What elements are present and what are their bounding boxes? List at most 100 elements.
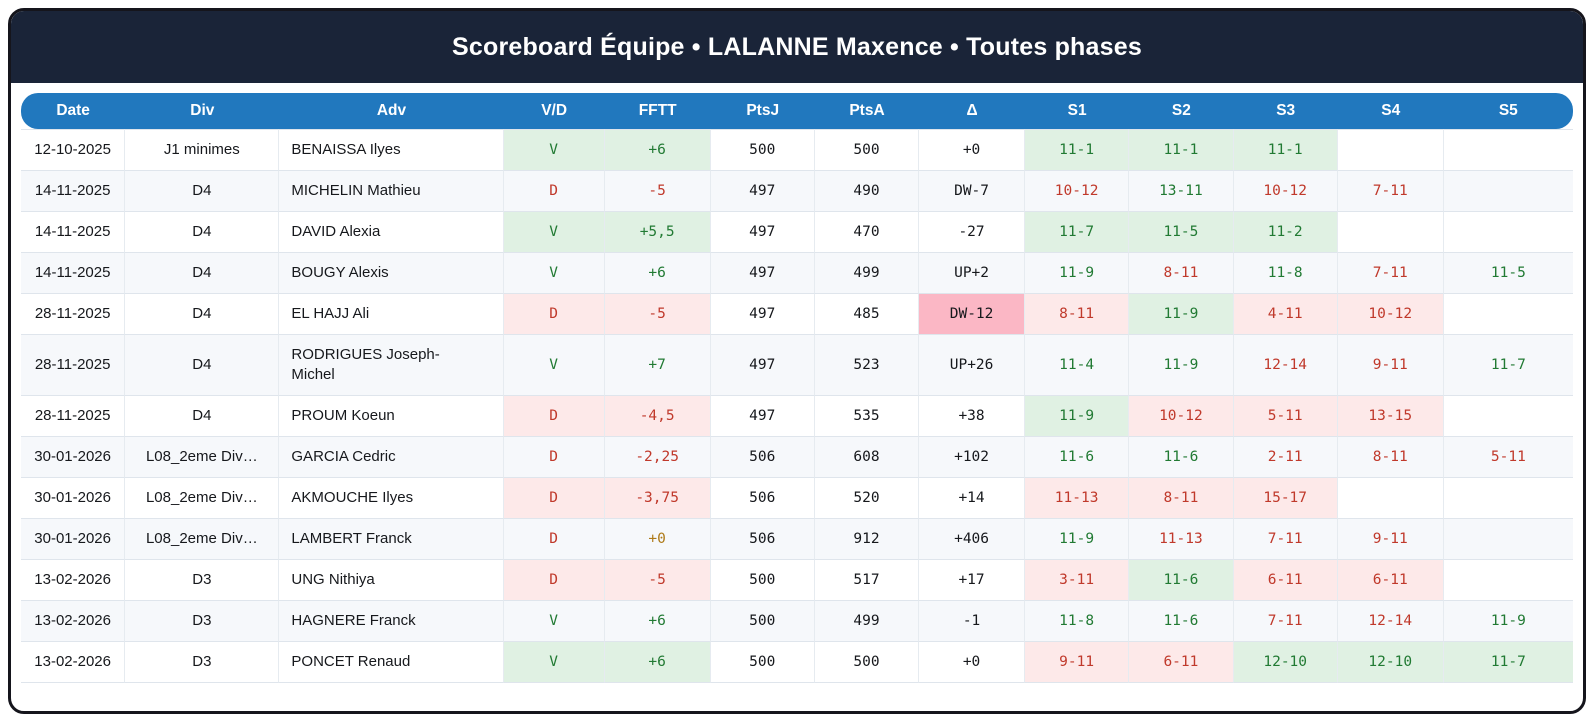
table-row: 13-02-2026 D3 HAGNERE Franck V +6 500 499 -1 11-…: [21, 601, 1573, 642]
result-cell: V: [503, 129, 605, 171]
column-header-ptsa: PtsA: [814, 93, 920, 129]
set-cell-s2: 6-11: [1129, 642, 1234, 683]
set-cell-s3: 12-14: [1233, 335, 1338, 396]
ptsj-cell: 500: [710, 129, 815, 171]
set-cell-s4: 9-11: [1337, 519, 1444, 560]
adversary-cell: PROUM Koeun: [279, 396, 504, 437]
set-cell-s1: 10-12: [1024, 171, 1130, 212]
division-cell: D4: [125, 294, 280, 335]
table-row: 30-01-2026 L08_2eme Div… GARCIA Cedric D -2,…: [21, 437, 1573, 478]
set-cell-s1: 11-9: [1024, 253, 1130, 294]
date-cell: 30-01-2026: [21, 437, 126, 478]
set-cell-s5: 11-7: [1443, 335, 1573, 396]
set-cell-s5: [1443, 560, 1573, 601]
set-cell-s4: [1337, 129, 1444, 171]
ptsa-cell: 485: [814, 294, 920, 335]
result-cell: D: [503, 294, 605, 335]
date-cell: 14-11-2025: [21, 253, 126, 294]
adversary-cell: DAVID Alexia: [279, 212, 504, 253]
fftt-cell: -3,75: [604, 478, 711, 519]
set-cell-s3: 7-11: [1233, 519, 1338, 560]
set-cell-s1: 11-1: [1024, 129, 1130, 171]
set-cell-s2: 8-11: [1129, 478, 1234, 519]
column-header-s5: S5: [1443, 93, 1573, 129]
table-row: 12-10-2025 J1 minimes BENAISSA Ilyes V +6 500…: [21, 129, 1573, 171]
date-cell: 13-02-2026: [21, 601, 126, 642]
division-cell: D3: [125, 642, 280, 683]
delta-cell: +17: [919, 560, 1025, 601]
adversary-cell: BENAISSA Ilyes: [279, 129, 504, 171]
set-cell-s2: 8-11: [1129, 253, 1234, 294]
date-cell: 14-11-2025: [21, 212, 126, 253]
ptsa-cell: 523: [814, 335, 920, 396]
ptsa-cell: 535: [814, 396, 920, 437]
set-cell-s3: 5-11: [1233, 396, 1338, 437]
set-cell-s1: 3-11: [1024, 560, 1130, 601]
division-cell: D3: [125, 601, 280, 642]
ptsj-cell: 506: [710, 478, 815, 519]
ptsj-cell: 506: [710, 519, 815, 560]
ptsj-cell: 497: [710, 253, 815, 294]
set-cell-s4: 8-11: [1337, 437, 1444, 478]
fftt-cell: +5,5: [604, 212, 711, 253]
division-cell: D3: [125, 560, 280, 601]
column-header-adv: Adv: [279, 93, 504, 129]
column-header-fftt: FFTT: [604, 93, 711, 129]
header-row: Date Div Adv V/D FFTT PtsJ PtsA Δ S1 S2 S3 S4 S5: [21, 93, 1573, 129]
set-cell-s1: 11-8: [1024, 601, 1130, 642]
delta-cell: -1: [919, 601, 1025, 642]
date-cell: 28-11-2025: [21, 294, 126, 335]
fftt-cell: +6: [604, 129, 711, 171]
delta-cell: +0: [919, 642, 1025, 683]
set-cell-s2: 11-6: [1129, 437, 1234, 478]
set-cell-s5: [1443, 294, 1573, 335]
set-cell-s5: [1443, 478, 1573, 519]
set-cell-s3: 11-8: [1233, 253, 1338, 294]
date-cell: 30-01-2026: [21, 478, 126, 519]
division-cell: L08_2eme Div…: [125, 519, 280, 560]
table-body: 12-10-2025 J1 minimes BENAISSA Ilyes V +6 500…: [21, 129, 1573, 683]
set-cell-s2: 11-13: [1129, 519, 1234, 560]
table-row: 13-02-2026 D3 UNG Nithiya D -5 500 517 +17 3-11 1…: [21, 560, 1573, 601]
set-cell-s1: 9-11: [1024, 642, 1130, 683]
division-cell: D4: [125, 212, 280, 253]
set-cell-s1: 11-13: [1024, 478, 1130, 519]
result-cell: D: [503, 519, 605, 560]
set-cell-s1: 11-4: [1024, 335, 1130, 396]
set-cell-s2: 10-12: [1129, 396, 1234, 437]
set-cell-s3: 12-10: [1233, 642, 1338, 683]
column-header-date: Date: [21, 93, 126, 129]
division-cell: D4: [125, 253, 280, 294]
division-cell: L08_2eme Div…: [125, 478, 280, 519]
delta-cell: UP+26: [919, 335, 1025, 396]
ptsa-cell: 500: [814, 642, 920, 683]
adversary-cell: RODRIGUES Joseph-Michel: [279, 335, 504, 396]
set-cell-s5: [1443, 396, 1573, 437]
delta-cell: +14: [919, 478, 1025, 519]
ptsj-cell: 497: [710, 396, 815, 437]
date-cell: 13-02-2026: [21, 642, 126, 683]
titlebar: Scoreboard Équipe • LALANNE Maxence • To…: [11, 11, 1583, 83]
fftt-cell: +6: [604, 253, 711, 294]
result-cell: V: [503, 601, 605, 642]
table-row: 30-01-2026 L08_2eme Div… LAMBERT Franck D +0…: [21, 519, 1573, 560]
fftt-cell: -5: [604, 171, 711, 212]
adversary-cell: GARCIA Cedric: [279, 437, 504, 478]
date-cell: 12-10-2025: [21, 129, 126, 171]
set-cell-s1: 8-11: [1024, 294, 1130, 335]
set-cell-s2: 11-9: [1129, 335, 1234, 396]
ptsa-cell: 500: [814, 129, 920, 171]
fftt-cell: +6: [604, 601, 711, 642]
delta-cell: +38: [919, 396, 1025, 437]
ptsa-cell: 499: [814, 253, 920, 294]
adversary-cell: BOUGY Alexis: [279, 253, 504, 294]
set-cell-s5: 11-7: [1443, 642, 1573, 683]
ptsa-cell: 520: [814, 478, 920, 519]
result-cell: D: [503, 437, 605, 478]
column-header-div: Div: [125, 93, 280, 129]
fftt-cell: -4,5: [604, 396, 711, 437]
date-cell: 30-01-2026: [21, 519, 126, 560]
set-cell-s3: 10-12: [1233, 171, 1338, 212]
column-header-s4: S4: [1337, 93, 1444, 129]
set-cell-s3: 4-11: [1233, 294, 1338, 335]
